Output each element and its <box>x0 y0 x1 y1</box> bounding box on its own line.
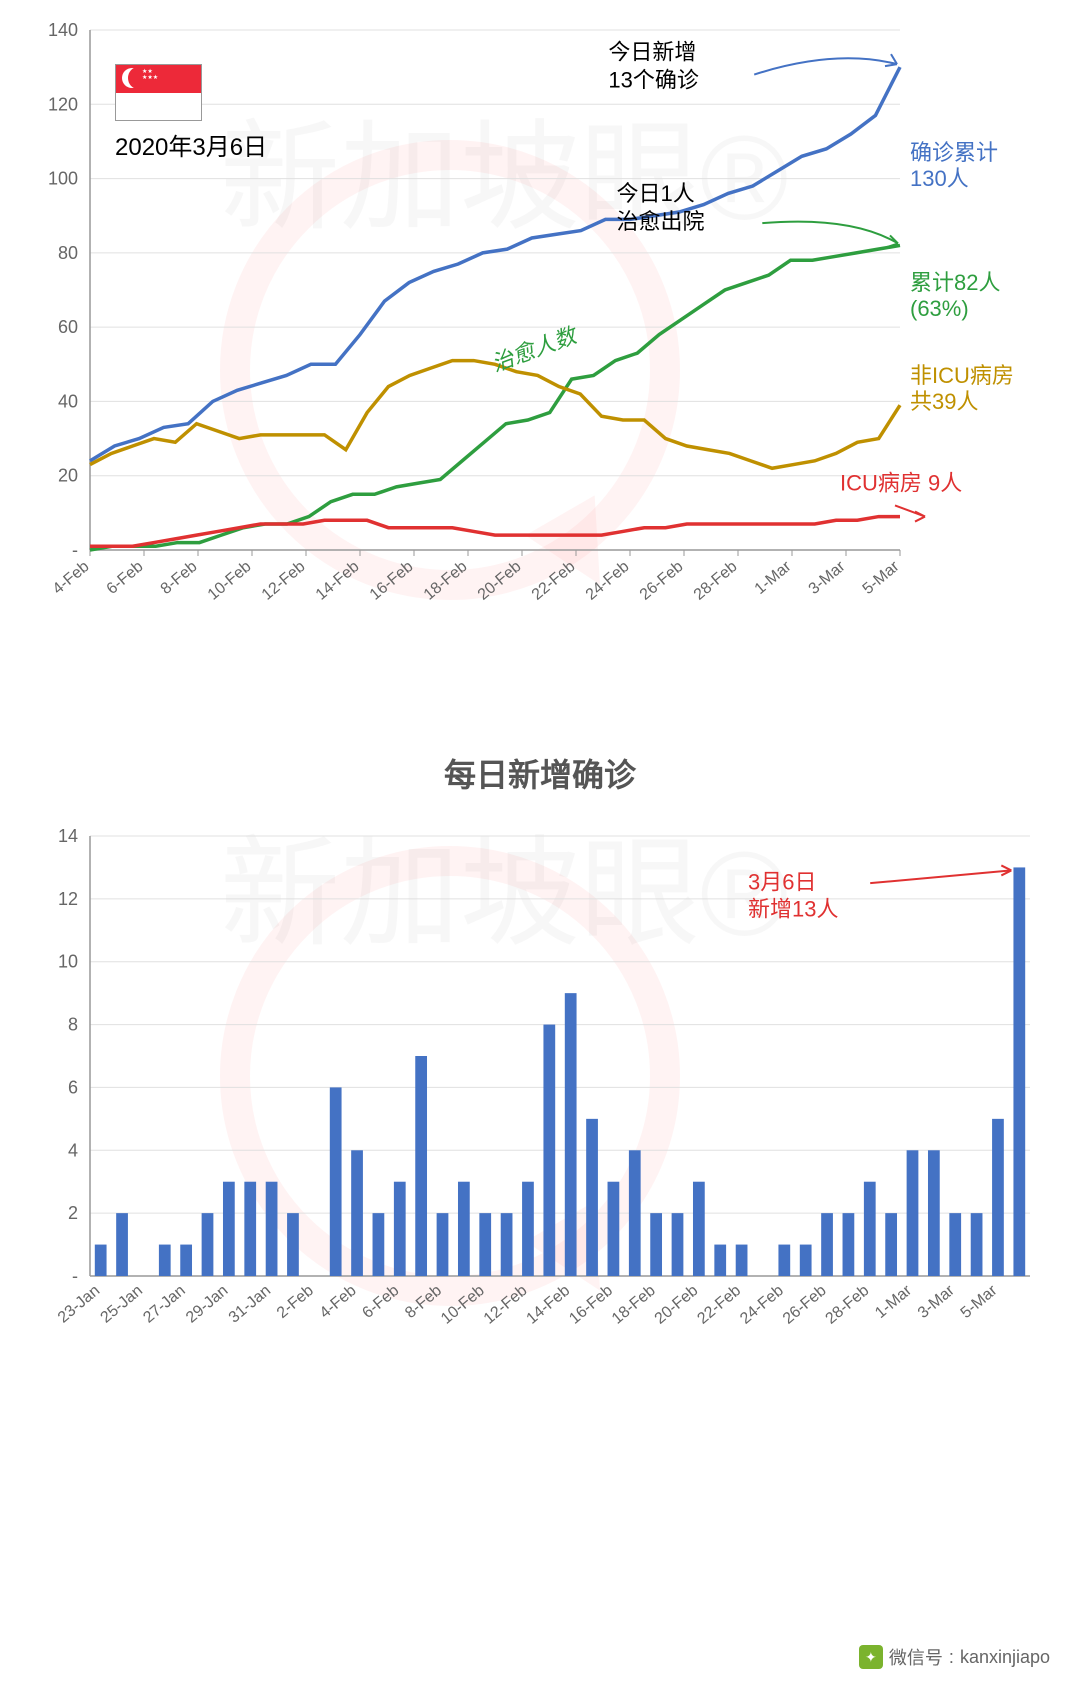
svg-text:2-Feb: 2-Feb <box>274 1282 317 1322</box>
svg-text:3月6日新增13人: 3月6日新增13人 <box>748 869 838 921</box>
svg-text:22-Feb: 22-Feb <box>529 558 579 604</box>
chart-date: 2020年3月6日 <box>115 127 267 162</box>
svg-text:累计82人(63%): 累计82人(63%) <box>910 270 1000 321</box>
svg-text:10: 10 <box>58 952 78 972</box>
svg-text:12: 12 <box>58 889 78 909</box>
svg-text:23-Jan: 23-Jan <box>55 1282 103 1326</box>
svg-text:10-Feb: 10-Feb <box>205 558 255 604</box>
svg-text:25-Jan: 25-Jan <box>98 1282 146 1326</box>
svg-text:4-Feb: 4-Feb <box>50 558 93 598</box>
wechat-icon: ✦ <box>859 1645 883 1669</box>
flag-date-box: ★★★★★ 2020年3月6日 <box>115 64 267 162</box>
svg-text:16-Feb: 16-Feb <box>566 1282 616 1328</box>
footer-account: kanxinjiapo <box>960 1647 1050 1668</box>
svg-text:ICU病房 9人: ICU病房 9人 <box>840 471 962 496</box>
svg-text:5-Mar: 5-Mar <box>860 558 903 598</box>
svg-text:28-Feb: 28-Feb <box>823 1282 873 1328</box>
svg-text:1-Mar: 1-Mar <box>872 1282 915 1322</box>
svg-text:4: 4 <box>68 1140 78 1160</box>
svg-text:16-Feb: 16-Feb <box>367 558 417 604</box>
svg-text:20-Feb: 20-Feb <box>652 1282 702 1328</box>
svg-text:6-Feb: 6-Feb <box>359 1282 402 1322</box>
footer-credit: ✦ 微信号: kanxinjiapo <box>859 1644 1050 1670</box>
svg-text:22-Feb: 22-Feb <box>694 1282 744 1328</box>
svg-text:24-Feb: 24-Feb <box>583 558 633 604</box>
svg-text:6-Feb: 6-Feb <box>104 558 147 598</box>
svg-text:12-Feb: 12-Feb <box>481 1282 531 1328</box>
svg-text:14-Feb: 14-Feb <box>523 1282 573 1328</box>
svg-text:27-Jan: 27-Jan <box>140 1282 188 1326</box>
svg-text:28-Feb: 28-Feb <box>691 558 741 604</box>
svg-text:8-Feb: 8-Feb <box>158 558 201 598</box>
svg-text:60: 60 <box>58 317 78 337</box>
svg-text:140: 140 <box>48 20 78 40</box>
svg-text:100: 100 <box>48 169 78 189</box>
svg-text:8: 8 <box>68 1015 78 1035</box>
svg-text:5-Mar: 5-Mar <box>958 1282 1001 1322</box>
svg-text:4-Feb: 4-Feb <box>317 1282 360 1322</box>
cumulative-chart-container: 新加坡眼® ★★★★★ 2020年3月6日 -20406080100120140… <box>20 20 1060 670</box>
svg-text:10-Feb: 10-Feb <box>438 1282 488 1328</box>
svg-text:3-Mar: 3-Mar <box>806 558 849 598</box>
svg-text:80: 80 <box>58 243 78 263</box>
daily-chart-container: 新加坡眼® -246810121423-Jan25-Jan27-Jan29-Ja… <box>20 806 1060 1366</box>
svg-text:31-Jan: 31-Jan <box>226 1282 274 1326</box>
singapore-flag-icon: ★★★★★ <box>115 64 202 121</box>
svg-text:2: 2 <box>68 1203 78 1223</box>
svg-text:12-Feb: 12-Feb <box>259 558 309 604</box>
svg-text:-: - <box>72 540 78 560</box>
svg-text:29-Jan: 29-Jan <box>183 1282 231 1326</box>
svg-text:24-Feb: 24-Feb <box>737 1282 787 1328</box>
svg-text:20-Feb: 20-Feb <box>475 558 525 604</box>
daily-chart-title: 每日新增确诊 <box>20 750 1060 796</box>
svg-text:6: 6 <box>68 1077 78 1097</box>
svg-text:18-Feb: 18-Feb <box>421 558 471 604</box>
footer-label: 微信号 <box>889 1644 943 1670</box>
svg-text:确诊累计130人: 确诊累计130人 <box>910 140 998 191</box>
svg-text:-: - <box>72 1266 78 1286</box>
svg-text:非ICU病房共39人: 非ICU病房共39人 <box>910 363 1014 414</box>
svg-text:26-Feb: 26-Feb <box>780 1282 830 1328</box>
svg-text:120: 120 <box>48 94 78 114</box>
svg-text:40: 40 <box>58 391 78 411</box>
svg-text:今日新增13个确诊: 今日新增13个确诊 <box>608 40 698 93</box>
daily-bar-chart: - 2 4 6 8 10 12 14 23-Jan25-Jan27-Jan29-Jan31-Ja… <box>20 806 1060 1366</box>
svg-text:26-Feb: 26-Feb <box>637 558 687 604</box>
svg-text:14-Feb: 14-Feb <box>313 558 363 604</box>
svg-text:1-Mar: 1-Mar <box>752 558 795 598</box>
svg-text:18-Feb: 18-Feb <box>609 1282 659 1328</box>
svg-text:3-Mar: 3-Mar <box>915 1282 958 1322</box>
svg-text:20: 20 <box>58 466 78 486</box>
svg-text:14: 14 <box>58 826 78 846</box>
svg-text:治愈人数: 治愈人数 <box>488 322 582 377</box>
